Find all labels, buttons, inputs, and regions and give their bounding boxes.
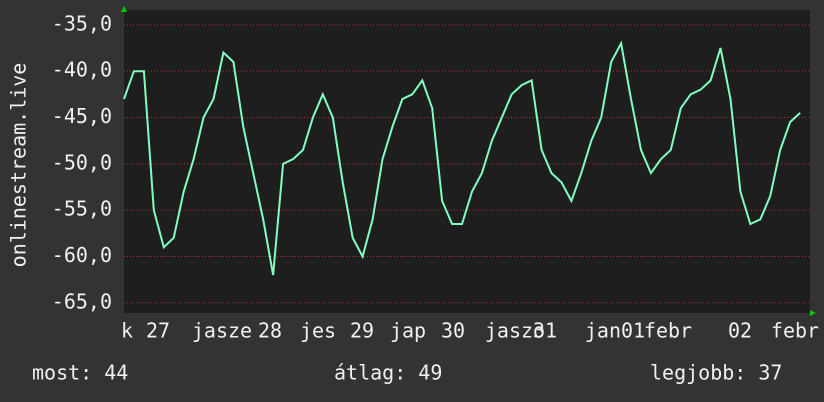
x-tick-label: 27: [146, 319, 170, 343]
y-tick-label: -45,0: [52, 104, 112, 128]
y-tick-label: -35,0: [52, 11, 112, 35]
x-tick-label: jasze: [192, 319, 252, 343]
x-tick-label: jes: [300, 319, 336, 343]
y-axis-label: onlinestream.live: [7, 63, 31, 268]
y-tick-label: -55,0: [52, 197, 112, 221]
y-tick-label: -50,0: [52, 150, 112, 174]
axis-arrow: [121, 6, 127, 12]
x-tick-label: 29: [350, 319, 374, 343]
x-tick-label: jan01: [585, 319, 645, 343]
y-tick-label: -40,0: [52, 58, 112, 82]
x-tick-label: 28: [258, 319, 282, 343]
x-tick-label: jap: [390, 319, 426, 343]
footer-best: legjobb: 37: [650, 361, 782, 385]
x-tick-label: k: [121, 319, 133, 343]
plot-area: [124, 10, 810, 313]
data-line: [123, 40, 801, 276]
y-tick-label: -60,0: [52, 243, 112, 267]
axis-arrow: [810, 310, 816, 316]
x-tick-label: 30: [441, 319, 465, 343]
x-tick-label: febr: [644, 319, 692, 343]
x-tick-label: jaszo: [485, 319, 545, 343]
footer-average: átlag: 49: [334, 361, 442, 385]
x-tick-label: 31: [533, 319, 557, 343]
y-tick-label: -65,0: [52, 289, 112, 313]
footer-current: most: 44: [32, 361, 128, 385]
x-tick-label: 02: [728, 319, 752, 343]
x-tick-label: febr: [771, 319, 819, 343]
